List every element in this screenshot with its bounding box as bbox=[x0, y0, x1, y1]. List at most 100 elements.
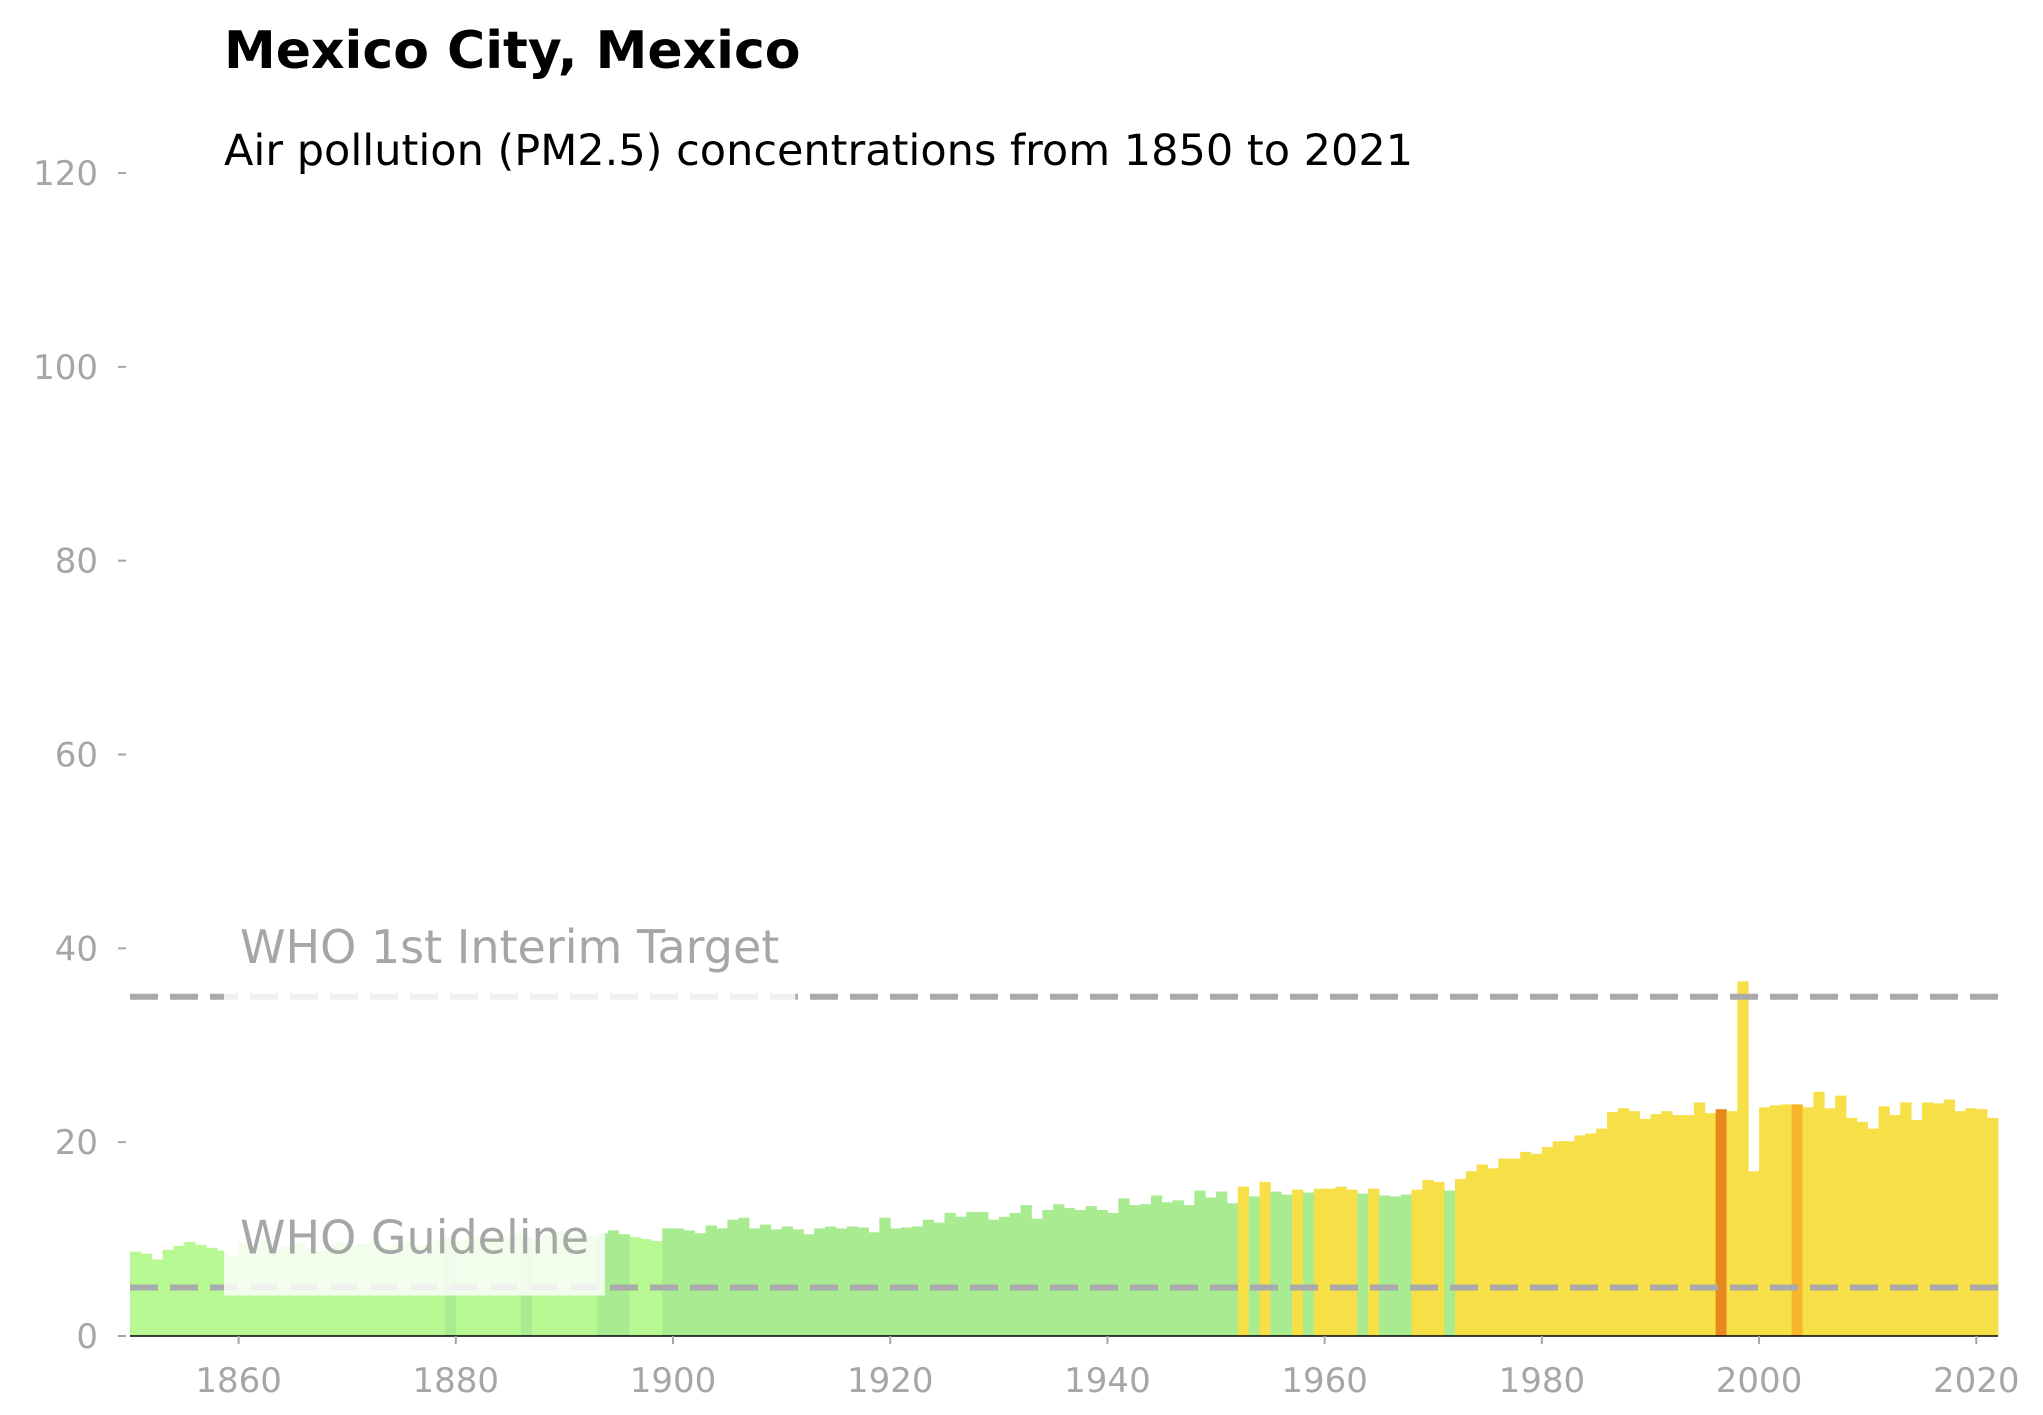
bar-1851 bbox=[140, 1253, 153, 1336]
x-tick-label-1960: 1960 bbox=[1281, 1361, 1368, 1401]
bar-1940 bbox=[1107, 1212, 1119, 1336]
bar-1970 bbox=[1433, 1181, 1445, 1336]
bar-1950 bbox=[1216, 1191, 1228, 1336]
bar-1853 bbox=[162, 1249, 174, 1336]
y-tick-label-0: 0 bbox=[76, 1317, 98, 1357]
bar-1919 bbox=[879, 1217, 891, 1336]
bar-1990 bbox=[1650, 1114, 1662, 1336]
y-tick-label-120: 120 bbox=[33, 154, 98, 194]
bar-1966 bbox=[1389, 1196, 1402, 1336]
reference-line-label-0: WHO 1st Interim Target bbox=[240, 920, 779, 974]
bar-2021 bbox=[1987, 1117, 1999, 1336]
bar-1899 bbox=[662, 1228, 674, 1336]
bar-1999 bbox=[1748, 1171, 1760, 1336]
bar-1938 bbox=[1085, 1206, 1097, 1336]
bar-1989 bbox=[1639, 1118, 1651, 1336]
bar-2011 bbox=[1878, 1106, 1890, 1336]
bar-1910 bbox=[781, 1226, 793, 1336]
bar-2006 bbox=[1824, 1108, 1836, 1336]
bar-1905 bbox=[727, 1219, 739, 1336]
bar-1956 bbox=[1281, 1194, 1293, 1336]
bar-1942 bbox=[1129, 1205, 1141, 1336]
bar-1918 bbox=[868, 1232, 880, 1336]
bar-1858 bbox=[216, 1250, 229, 1336]
bar-1897 bbox=[640, 1239, 652, 1336]
bar-1973 bbox=[1465, 1171, 1478, 1336]
chart-title: Mexico City, Mexico bbox=[224, 21, 801, 81]
bar-1933 bbox=[1031, 1218, 1043, 1336]
x-tick-label-1860: 1860 bbox=[195, 1361, 282, 1401]
bar-1960 bbox=[1324, 1188, 1336, 1336]
bar-1982 bbox=[1563, 1141, 1575, 1336]
bar-1906 bbox=[738, 1217, 750, 1336]
bar-2019 bbox=[1965, 1108, 1977, 1336]
bar-1923 bbox=[922, 1219, 935, 1336]
bar-1859 bbox=[227, 1255, 239, 1336]
x-tick-label-2000: 2000 bbox=[1716, 1361, 1803, 1401]
bar-1917 bbox=[857, 1227, 869, 1336]
bar-1947 bbox=[1183, 1205, 1195, 1336]
reference-line-label-1: WHO Guideline bbox=[240, 1211, 589, 1265]
bar-2001 bbox=[1769, 1105, 1782, 1336]
bar-1948 bbox=[1194, 1190, 1206, 1337]
bar-1935 bbox=[1053, 1204, 1065, 1336]
reference-line-label-bg-0 bbox=[224, 913, 796, 1005]
bar-1857 bbox=[206, 1247, 218, 1336]
chart-subtitle: Air pollution (PM2.5) concentrations fro… bbox=[224, 126, 1413, 176]
y-tick-label-80: 80 bbox=[55, 542, 98, 582]
bar-2005 bbox=[1813, 1091, 1825, 1336]
bar-2010 bbox=[1867, 1128, 1879, 1336]
bar-1959 bbox=[1313, 1188, 1326, 1336]
bar-1983 bbox=[1574, 1135, 1586, 1336]
bar-1969 bbox=[1422, 1179, 1434, 1336]
bar-2002 bbox=[1780, 1104, 1793, 1336]
bar-2015 bbox=[1921, 1102, 1934, 1336]
bar-1949 bbox=[1205, 1197, 1217, 1336]
bar-1971 bbox=[1444, 1190, 1456, 1337]
bar-1981 bbox=[1552, 1141, 1564, 1336]
reference-line-label-bg-1 bbox=[224, 1204, 605, 1296]
x-tick-label-1940: 1940 bbox=[1064, 1361, 1151, 1401]
bar-1931 bbox=[1009, 1212, 1021, 1336]
bar-1957 bbox=[1292, 1189, 1304, 1336]
bar-2016 bbox=[1932, 1103, 1945, 1336]
bar-1968 bbox=[1411, 1189, 1423, 1336]
bar-1954 bbox=[1259, 1181, 1271, 1336]
bar-1991 bbox=[1661, 1111, 1673, 1336]
bar-2013 bbox=[1900, 1102, 1912, 1336]
bar-1914 bbox=[825, 1226, 837, 1336]
bar-1975 bbox=[1487, 1168, 1499, 1336]
bar-1980 bbox=[1541, 1147, 1554, 1336]
bar-1943 bbox=[1140, 1204, 1152, 1336]
bar-1953 bbox=[1248, 1196, 1260, 1336]
bar-1986 bbox=[1607, 1112, 1619, 1336]
bar-1961 bbox=[1335, 1186, 1347, 1336]
bar-1907 bbox=[749, 1228, 761, 1336]
bar-1903 bbox=[705, 1225, 717, 1336]
bar-1927 bbox=[966, 1211, 978, 1336]
bar-1908 bbox=[759, 1224, 772, 1336]
bar-1976 bbox=[1498, 1158, 1510, 1336]
bar-1985 bbox=[1596, 1128, 1608, 1336]
bar-2007 bbox=[1835, 1095, 1847, 1336]
bar-1987 bbox=[1617, 1108, 1630, 1336]
x-tick-label-1980: 1980 bbox=[1499, 1361, 1586, 1401]
bar-1852 bbox=[151, 1259, 163, 1336]
axes-group: 0 20 40 60 80 100 120 1860 1880 1900 1920 1940 1960 1… bbox=[33, 154, 2019, 1401]
bar-1974 bbox=[1476, 1164, 1488, 1336]
bar-1939 bbox=[1096, 1210, 1108, 1336]
bar-1934 bbox=[1042, 1210, 1054, 1336]
reference-lines-group: WHO 1st Interim Target WHO Guideline bbox=[130, 913, 1998, 1296]
bar-1912 bbox=[803, 1234, 815, 1336]
bar-1992 bbox=[1672, 1115, 1684, 1336]
bar-1913 bbox=[814, 1228, 826, 1336]
y-tick-label-20: 20 bbox=[55, 1123, 98, 1163]
bar-1945 bbox=[1161, 1202, 1173, 1336]
bar-1936 bbox=[1064, 1208, 1076, 1336]
bar-1996 bbox=[1715, 1109, 1727, 1336]
bar-1965 bbox=[1378, 1195, 1391, 1336]
bar-1941 bbox=[1118, 1198, 1130, 1336]
bar-2012 bbox=[1889, 1115, 1901, 1336]
bar-1850 bbox=[130, 1251, 142, 1336]
y-tick-label-60: 60 bbox=[55, 736, 98, 776]
